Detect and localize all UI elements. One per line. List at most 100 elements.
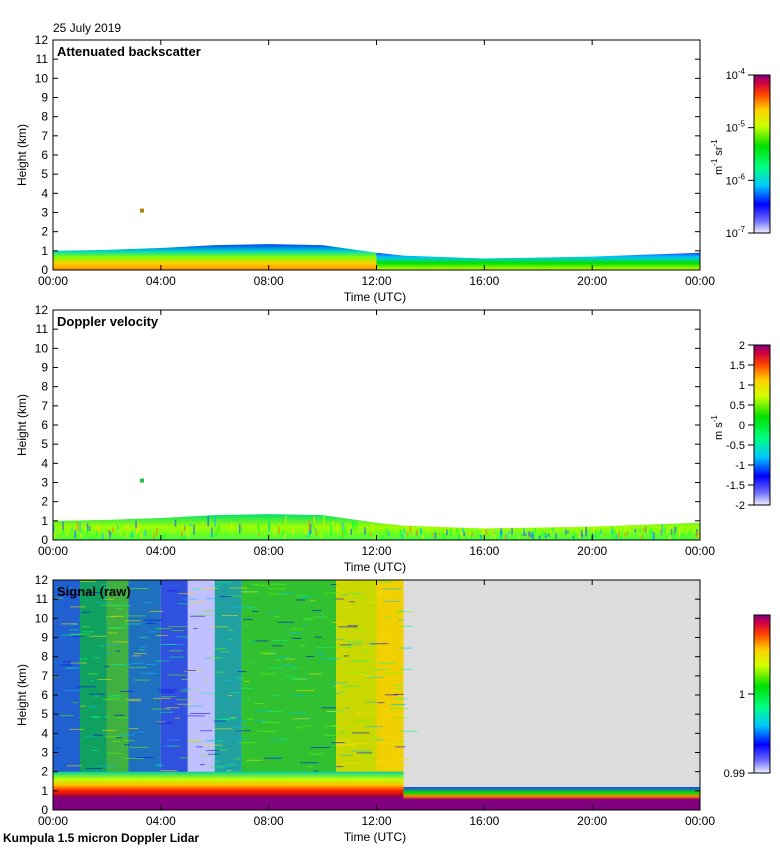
signal-noise: [237, 671, 247, 673]
velocity-streak: [96, 527, 98, 533]
velocity-streak: [136, 527, 138, 534]
velocity-streak: [387, 531, 390, 537]
y-tick-label: 3: [41, 206, 48, 220]
signal-noise: [162, 745, 175, 747]
velocity-streak: [455, 533, 458, 536]
signal-noise: [200, 764, 205, 766]
signal-noise: [261, 721, 280, 723]
y-tick-label: 2: [41, 495, 48, 509]
signal-noise: [240, 687, 254, 689]
velocity-streak: [578, 531, 581, 539]
data-image: [53, 478, 700, 540]
signal-noise: [338, 744, 357, 746]
signal-noise: [336, 693, 341, 695]
panel-title: Signal (raw): [57, 584, 131, 599]
velocity-streak: [96, 530, 99, 536]
signal-noise: [249, 640, 257, 642]
signal-noise: [67, 667, 82, 669]
signal-noise: [215, 718, 230, 720]
velocity-streak: [615, 529, 618, 535]
y-axis-label: Height (km): [15, 664, 29, 726]
velocity-streak: [350, 528, 352, 536]
velocity-streak: [518, 536, 521, 539]
signal-noise: [183, 598, 198, 600]
signal-noise: [98, 645, 104, 647]
signal-noise: [259, 652, 276, 654]
x-axis-label: Time (UTC): [344, 830, 406, 844]
aerosol-layer: [53, 244, 404, 270]
signal-noise: [364, 676, 374, 678]
signal-noise: [336, 582, 350, 584]
signal-noise: [161, 696, 176, 698]
colorbar-tick-label: 0.5: [730, 400, 745, 412]
signal-noise: [277, 621, 295, 623]
velocity-streak: [53, 533, 56, 539]
velocity-streak: [492, 529, 495, 536]
signal-noise: [300, 595, 310, 597]
y-tick-label: 10: [35, 341, 49, 355]
signal-noise: [383, 672, 404, 674]
signal-noise: [172, 630, 185, 632]
velocity-streak: [183, 526, 186, 531]
velocity-streak: [131, 531, 134, 538]
velocity-streak: [315, 530, 317, 536]
y-tick-label: 8: [41, 110, 48, 124]
velocity-streak: [186, 531, 189, 535]
velocity-streak: [407, 525, 409, 533]
signal-noise: [128, 728, 139, 730]
signal-noise: [335, 766, 344, 768]
signal-noise: [186, 670, 197, 672]
signal-noise: [251, 611, 259, 613]
signal-noise: [175, 699, 191, 701]
signal-noise: [89, 635, 107, 637]
signal-noise: [159, 643, 177, 645]
signal-noise: [230, 717, 237, 719]
signal-noise: [128, 667, 147, 669]
y-tick-label: 7: [41, 129, 48, 143]
signal-noise: [311, 610, 322, 612]
y-tick-label: 5: [41, 707, 48, 721]
signal-noise: [350, 660, 371, 662]
signal-noise: [81, 611, 91, 613]
signal-noise: [334, 685, 340, 687]
signal-noise: [70, 606, 86, 608]
velocity-streak: [446, 529, 448, 536]
signal-noise: [377, 702, 385, 704]
velocity-streak: [342, 522, 344, 531]
signal-noise: [205, 598, 217, 600]
y-axis-label: Height (km): [15, 394, 29, 456]
velocity-streak: [119, 527, 122, 537]
signal-noise: [222, 771, 230, 773]
signal-noise: [86, 592, 101, 594]
signal-noise: [139, 636, 148, 638]
velocity-streak: [604, 533, 606, 536]
signal-noise: [394, 717, 409, 719]
signal-noise: [252, 584, 258, 586]
signal-noise: [306, 766, 314, 768]
x-axis-ticks: 00:00 04:00 08:00 12:00 16:00 20:00 00:00: [38, 580, 715, 828]
y-tick-label: 6: [41, 688, 48, 702]
velocity-streak: [618, 531, 620, 538]
signal-noise: [228, 587, 247, 589]
signal-noise: [116, 650, 121, 652]
velocity-streak: [580, 530, 583, 537]
signal-noise: [356, 752, 373, 754]
velocity-streak: [623, 533, 626, 537]
velocity-streak: [538, 535, 541, 540]
signal-noise: [376, 592, 386, 594]
signal-late-surface: [403, 799, 700, 810]
velocity-streak: [137, 521, 140, 532]
signal-noise: [80, 581, 96, 583]
signal-noise: [343, 762, 361, 764]
signal-noise: [160, 770, 177, 772]
velocity-streak: [506, 533, 508, 538]
signal-noise: [220, 651, 230, 653]
velocity-streak: [681, 533, 683, 539]
signal-noise: [159, 691, 175, 693]
y-tick-label: 10: [35, 611, 49, 625]
velocity-streak: [348, 529, 351, 533]
signal-noise: [65, 690, 84, 692]
y-tick-label: 1: [41, 784, 48, 798]
signal-noise: [354, 628, 365, 630]
velocity-streak: [524, 527, 527, 534]
